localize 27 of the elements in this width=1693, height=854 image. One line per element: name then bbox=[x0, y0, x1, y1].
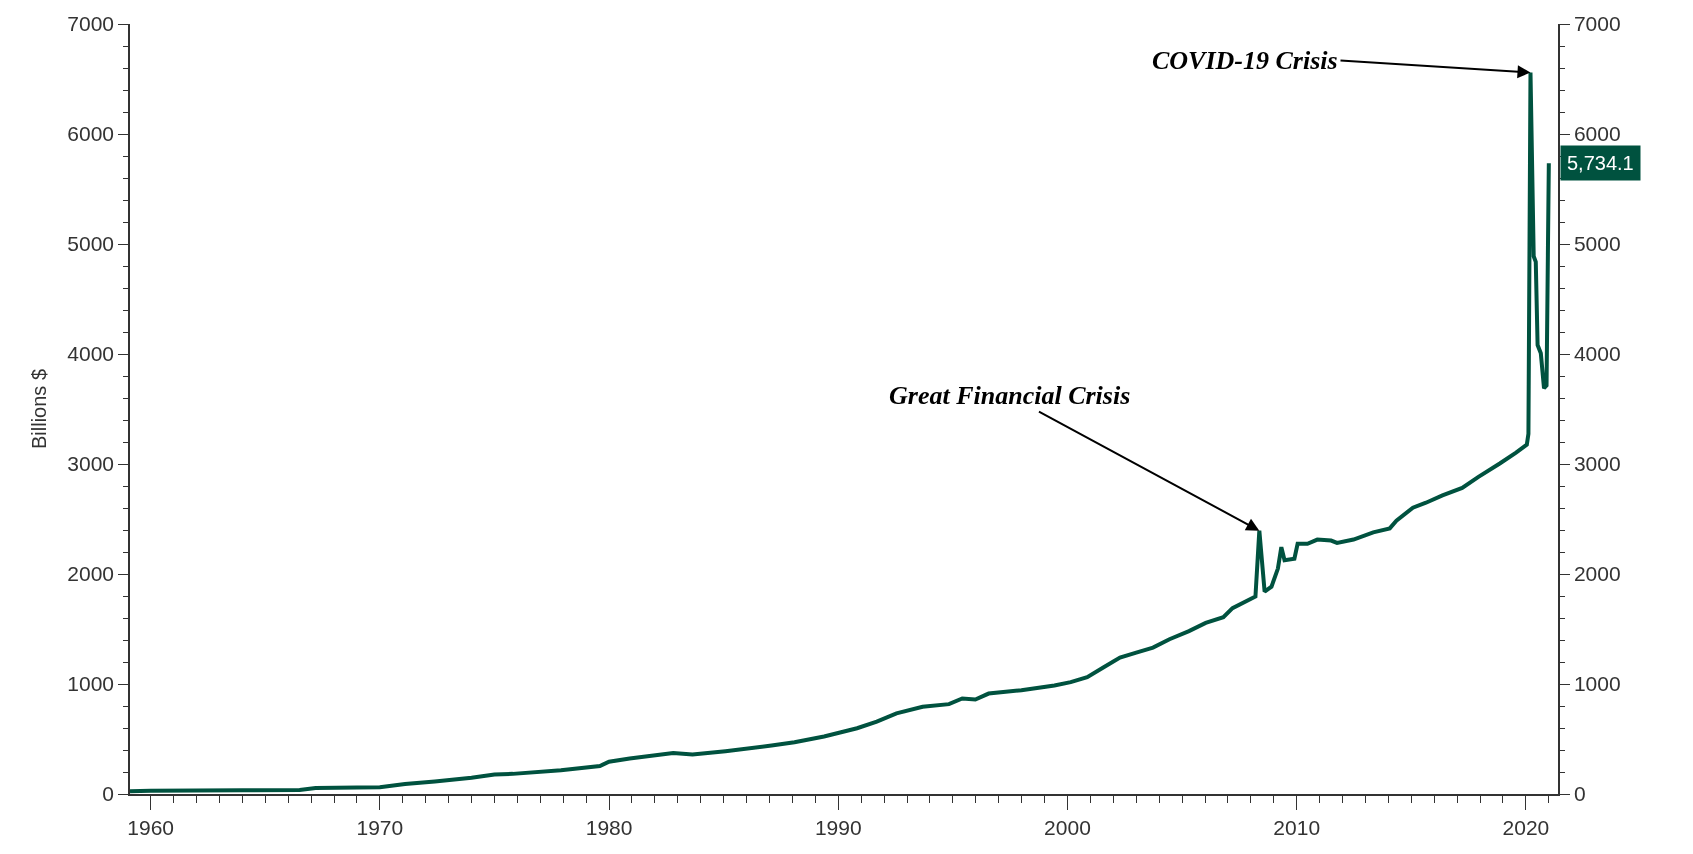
y2-tick-label: 0 bbox=[1573, 782, 1586, 806]
y-tick-label: 1000 bbox=[67, 672, 115, 696]
y-tick-label: 3000 bbox=[67, 452, 115, 476]
y2-tick-label: 7000 bbox=[1573, 12, 1621, 36]
x-tick-label: 1960 bbox=[127, 815, 174, 839]
x-tick-label: 2000 bbox=[1044, 815, 1091, 839]
annotation: Great Financial Crisis bbox=[889, 381, 1131, 410]
y-tick-label: 2000 bbox=[67, 562, 115, 586]
y2-tick-label: 2000 bbox=[1573, 562, 1621, 586]
x-tick-label: 2010 bbox=[1273, 815, 1321, 839]
y2-tick-label: 6000 bbox=[1573, 122, 1621, 146]
data-label: 5,734.1 bbox=[1567, 152, 1634, 174]
y2-tick-label: 4000 bbox=[1573, 342, 1621, 366]
y-axis-title: Billions $ bbox=[28, 368, 51, 450]
x-tick-label: 2020 bbox=[1502, 815, 1550, 839]
y-tick-label: 4000 bbox=[67, 342, 115, 366]
x-tick-label: 1970 bbox=[356, 815, 404, 839]
y-tick-label: 7000 bbox=[67, 12, 115, 36]
y-tick-label: 6000 bbox=[67, 122, 115, 146]
y-tick-label: 0 bbox=[102, 782, 115, 806]
annotation: COVID-19 Crisis bbox=[1152, 46, 1338, 75]
x-tick-label: 1980 bbox=[585, 815, 633, 839]
y2-tick-label: 3000 bbox=[1573, 452, 1621, 476]
y-tick-label: 5000 bbox=[67, 232, 115, 256]
y2-tick-label: 5000 bbox=[1573, 232, 1621, 256]
y2-tick-label: 1000 bbox=[1573, 672, 1621, 696]
x-tick-label: 1990 bbox=[814, 815, 862, 839]
